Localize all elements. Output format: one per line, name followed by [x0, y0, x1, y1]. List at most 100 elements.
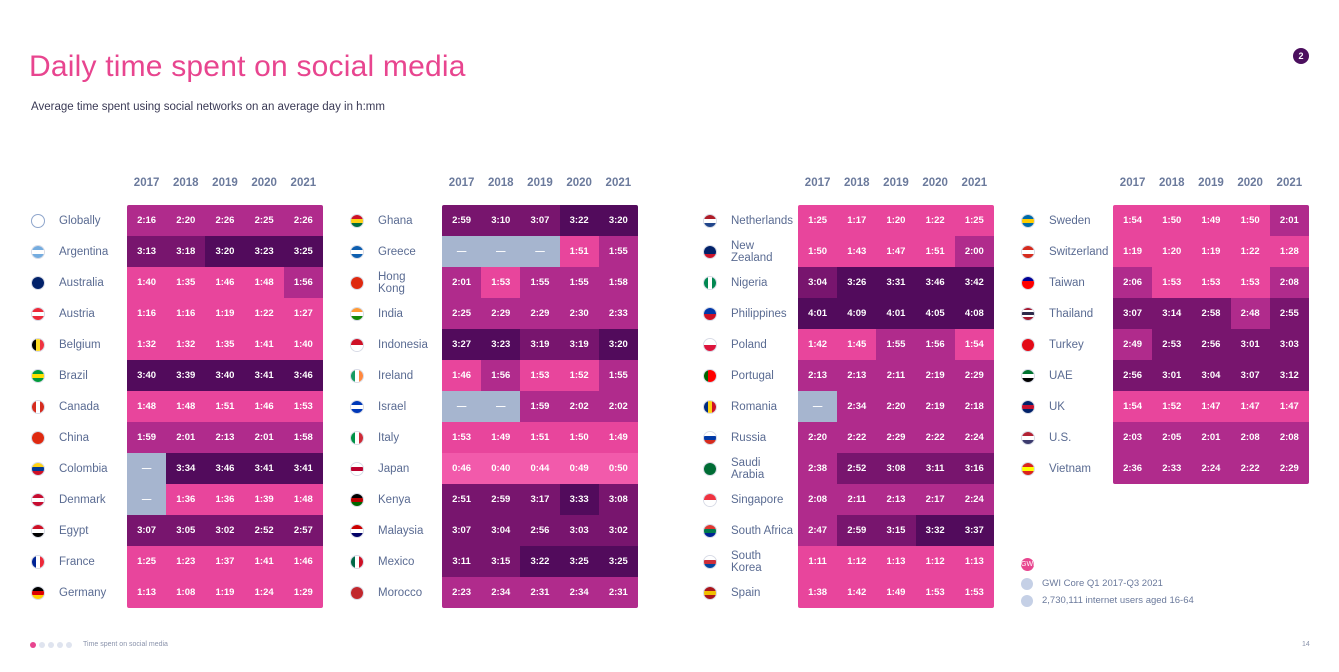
country-label: Australia [59, 276, 104, 289]
cell-brazil-2018: 3:39 [166, 360, 206, 391]
country-label: Colombia [59, 462, 108, 475]
users-icon [1021, 594, 1033, 607]
cell-south-africa-2017: 2:47 [798, 515, 838, 546]
country-label: Romania [731, 400, 778, 413]
footer-nav: Time spent on social media [30, 641, 168, 648]
table-row: 1:53 1:49 1:51 1:50 1:49 [442, 422, 638, 453]
country-row-vietnam: Vietnam [1021, 453, 1108, 484]
cell-switzerland-2020: 1:22 [1230, 236, 1270, 267]
cell-spain-2020: 1:53 [915, 577, 955, 608]
source-legend: GWI GWI Core Q1 2017-Q3 2021 2,730,111 i… [1021, 558, 1194, 609]
turkey-flag-icon [1021, 337, 1035, 352]
page-subtitle: Average time spent using social networks… [31, 101, 385, 113]
cell-morocco-2020: 2:34 [559, 577, 599, 608]
country-row-mexico: Mexico [350, 546, 428, 577]
cell-ireland-2017: 1:46 [442, 360, 482, 391]
table-row: 2:03 2:05 2:01 2:08 2:08 [1113, 422, 1309, 453]
cell-austria-2021: 1:27 [283, 298, 323, 329]
cell-australia-2021: 1:56 [283, 267, 323, 298]
mexico-flag-icon [350, 554, 364, 569]
country-row-portugal: Portugal [703, 360, 793, 391]
cell-saudi-arabia-2021: 3:16 [954, 453, 994, 484]
country-row-philippines: Philippines [703, 298, 793, 329]
table-row: 2:01 1:53 1:55 1:55 1:58 [442, 267, 638, 298]
saudi-flag-icon [703, 461, 717, 476]
footer-dot-1[interactable] [30, 641, 36, 648]
germany-flag-icon [31, 585, 45, 600]
cell-indonesia-2017: 3:27 [442, 329, 482, 360]
cell-globally-2018: 2:20 [166, 205, 206, 236]
footer-dot-2[interactable] [39, 641, 45, 648]
portugal-flag-icon [703, 368, 717, 383]
cell-uk-2021: 1:47 [1269, 391, 1309, 422]
cell-italy-2019: 1:51 [520, 422, 560, 453]
country-label: Thailand [1049, 307, 1094, 320]
cell-hong-kong-2018: 1:53 [481, 267, 521, 298]
country-label: New Zealand [731, 239, 773, 264]
year-label-2018: 2018 [487, 177, 514, 189]
table-row: — —1:59 2:02 2:02 [442, 391, 638, 422]
cell-australia-2017: 1:40 [127, 267, 167, 298]
country-row-sweden: Sweden [1021, 205, 1108, 236]
table-row: 2:56 3:01 3:04 3:07 3:12 [1113, 360, 1309, 391]
heatmap-grid: 2:16 2:20 2:26 2:25 2:26 3:13 3:18 3:20 3:23 3:25… [127, 205, 323, 608]
cell-ireland-2019: 1:53 [520, 360, 560, 391]
table-row: 3:13 3:18 3:20 3:23 3:25 [127, 236, 323, 267]
india-flag-icon [350, 306, 364, 321]
country-label: UAE [1049, 369, 1073, 382]
country-label: Saudi Arabia [731, 456, 765, 481]
greece-flag-icon [350, 244, 364, 259]
cell-netherlands-2019: 1:20 [876, 205, 916, 236]
gwi-logo-icon: GWI [1021, 558, 1035, 571]
country-row-china: China [31, 422, 108, 453]
country-label: U.S. [1049, 431, 1072, 444]
country-row-malaysia: Malaysia [350, 515, 428, 546]
cell-thailand-2017: 3:07 [1113, 298, 1153, 329]
cell-argentina-2019: 3:20 [205, 236, 245, 267]
cell-morocco-2017: 2:23 [442, 577, 482, 608]
cell-portugal-2018: 2:13 [837, 360, 877, 391]
cell-australia-2018: 1:35 [166, 267, 206, 298]
cell-u-s-2021: 2:08 [1269, 422, 1309, 453]
table-row: 3:07 3:05 3:02 2:52 2:57 [127, 515, 323, 546]
country-row-uk: UK [1021, 391, 1108, 422]
country-labels: Sweden Switzerland Taiwan Thailand Turkey UAE… [1021, 205, 1108, 484]
cell-portugal-2019: 2:11 [876, 360, 916, 391]
cell-singapore-2021: 2:24 [954, 484, 994, 515]
table-row: 1:13 1:08 1:19 1:24 1:29 [127, 577, 323, 608]
cell-kenya-2021: 3:08 [598, 484, 638, 515]
cell-denmark-2018: 1:36 [166, 484, 206, 515]
country-row-colombia: Colombia [31, 453, 108, 484]
year-label-2020: 2020 [566, 177, 592, 189]
cell-portugal-2017: 2:13 [798, 360, 838, 391]
cell-netherlands-2018: 1:17 [837, 205, 877, 236]
footer-dot-5[interactable] [66, 641, 72, 648]
year-label-2021: 2021 [961, 177, 988, 189]
us-flag-icon [1021, 430, 1035, 445]
cell-australia-2019: 1:46 [205, 267, 245, 298]
cell-egypt-2019: 3:02 [205, 515, 245, 546]
footer-dot-3[interactable] [48, 641, 54, 648]
cell-israel-2021: 2:02 [598, 391, 638, 422]
footer-dot-4[interactable] [57, 641, 63, 648]
cell-italy-2020: 1:50 [559, 422, 599, 453]
year-label-2020: 2020 [922, 177, 948, 189]
austria-flag-icon [31, 306, 45, 321]
cell-france-2018: 1:23 [166, 546, 206, 577]
cell-argentina-2018: 3:18 [166, 236, 206, 267]
kenya-flag-icon [350, 492, 364, 507]
cell-china-2017: 1:59 [127, 422, 167, 453]
cell-japan-2019: 0:44 [520, 453, 560, 484]
country-label: Belgium [59, 338, 101, 351]
country-label: China [59, 431, 90, 444]
table-row: 3:07 3:14 2:58 2:48 2:55 [1113, 298, 1309, 329]
table-row: 3:11 3:15 3:22 3:25 3:25 [442, 546, 638, 577]
cell-saudi-arabia-2019: 3:08 [876, 453, 916, 484]
country-label: Sweden [1049, 214, 1091, 227]
cell-u-s-2019: 2:01 [1191, 422, 1231, 453]
cell-spain-2019: 1:49 [876, 577, 916, 608]
france-flag-icon [31, 554, 45, 569]
cell-south-africa-2019: 3:15 [876, 515, 916, 546]
cell-poland-2019: 1:55 [876, 329, 916, 360]
table-row: 2:47 2:59 3:15 3:32 3:37 [798, 515, 994, 546]
